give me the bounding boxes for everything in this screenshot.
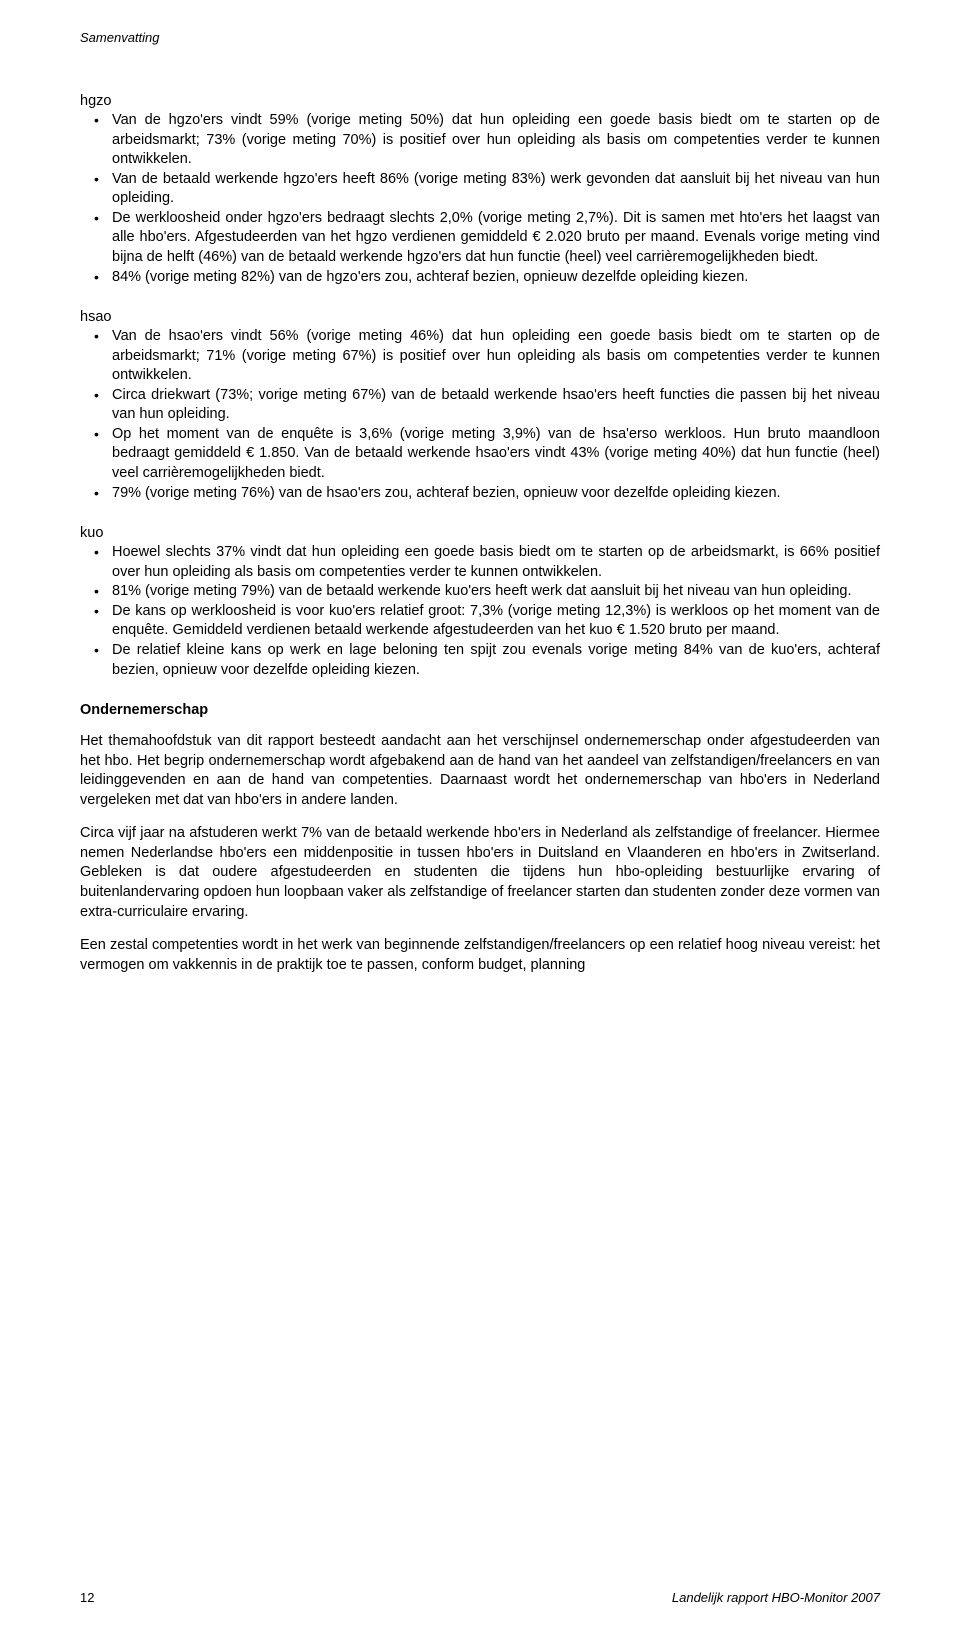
bullet-list-kuo: Hoewel slechts 37% vindt dat hun opleidi… — [80, 543, 880, 680]
list-item: 79% (vorige meting 76%) van de hsao'ers … — [112, 484, 880, 504]
page-footer: 12 Landelijk rapport HBO-Monitor 2007 — [80, 1590, 880, 1605]
bullet-list-hgzo: Van de hgzo'ers vindt 59% (vorige meting… — [80, 111, 880, 287]
paragraph: Circa vijf jaar na afstuderen werkt 7% v… — [80, 824, 880, 922]
list-item: 81% (vorige meting 79%) van de betaald w… — [112, 582, 880, 602]
list-item: Van de hgzo'ers vindt 59% (vorige meting… — [112, 111, 880, 170]
list-item: Circa driekwart (73%; vorige meting 67%)… — [112, 386, 880, 425]
list-item: Hoewel slechts 37% vindt dat hun opleidi… — [112, 543, 880, 582]
paragraph: Het themahoofdstuk van dit rapport beste… — [80, 732, 880, 810]
section-label-hgzo: hgzo — [80, 93, 880, 109]
subheading-ondernemerschap: Ondernemerschap — [80, 702, 880, 718]
running-header: Samenvatting — [80, 30, 880, 45]
section-label-kuo: kuo — [80, 525, 880, 541]
list-item: 84% (vorige meting 82%) van de hgzo'ers … — [112, 268, 880, 288]
list-item: Van de betaald werkende hgzo'ers heeft 8… — [112, 170, 880, 209]
list-item: De kans op werkloosheid is voor kuo'ers … — [112, 602, 880, 641]
bullet-list-hsao: Van de hsao'ers vindt 56% (vorige meting… — [80, 327, 880, 503]
section-label-hsao: hsao — [80, 309, 880, 325]
report-title: Landelijk rapport HBO-Monitor 2007 — [672, 1590, 880, 1605]
paragraph: Een zestal competenties wordt in het wer… — [80, 936, 880, 975]
list-item: Op het moment van de enquête is 3,6% (vo… — [112, 425, 880, 484]
list-item: De relatief kleine kans op werk en lage … — [112, 641, 880, 680]
list-item: Van de hsao'ers vindt 56% (vorige meting… — [112, 327, 880, 386]
list-item: De werkloosheid onder hgzo'ers bedraagt … — [112, 209, 880, 268]
page-number: 12 — [80, 1590, 94, 1605]
page-content: Samenvatting hgzo Van de hgzo'ers vindt … — [0, 0, 960, 1019]
